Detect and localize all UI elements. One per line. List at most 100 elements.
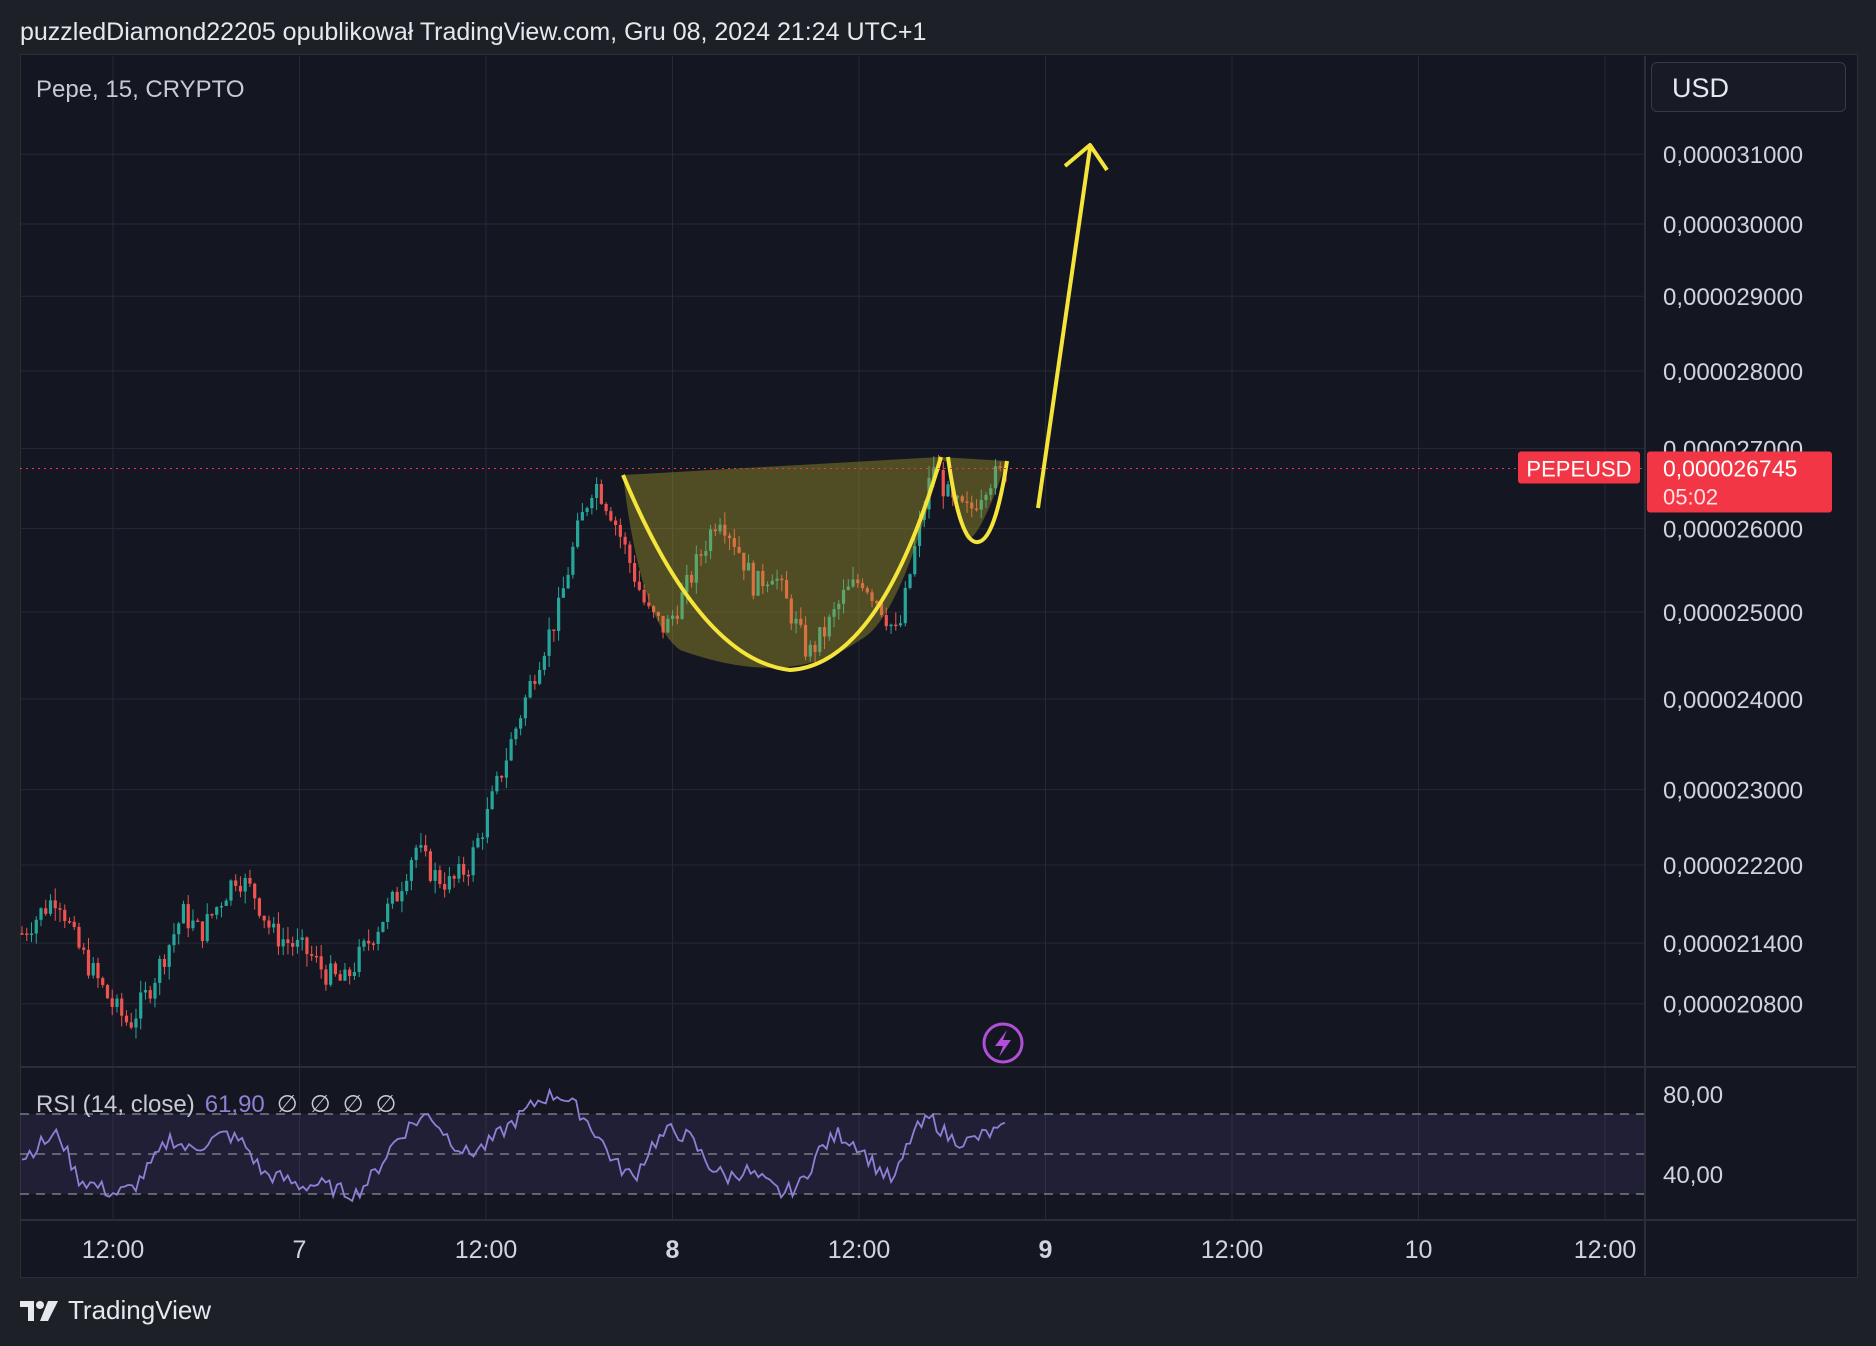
candle-body bbox=[751, 562, 755, 596]
candle-body bbox=[547, 629, 551, 656]
candle-body bbox=[637, 581, 641, 590]
time-tick-label: 12:00 bbox=[828, 1236, 891, 1264]
candle-body bbox=[623, 536, 627, 545]
candle-body bbox=[96, 962, 100, 979]
bolt-icon-glyph bbox=[995, 1030, 1011, 1057]
candle-body bbox=[229, 880, 233, 901]
candle-body bbox=[813, 644, 817, 652]
candle-body bbox=[946, 484, 950, 497]
candle-body bbox=[77, 926, 81, 948]
candle-body bbox=[191, 920, 195, 929]
footer-brand[interactable]: TradingView bbox=[20, 1295, 211, 1326]
candle-body bbox=[666, 618, 670, 633]
candle-body bbox=[272, 923, 276, 928]
candle-body bbox=[571, 546, 575, 575]
candle-body bbox=[295, 939, 300, 947]
time-tick-label: 12:00 bbox=[455, 1236, 518, 1264]
breakout-arrow-head bbox=[1063, 143, 1109, 172]
candle-body bbox=[105, 985, 110, 999]
candle-body bbox=[172, 934, 176, 946]
handle-curve bbox=[946, 456, 1009, 545]
candle-body bbox=[25, 933, 29, 935]
candle-body bbox=[689, 574, 694, 583]
candle-body bbox=[177, 923, 181, 935]
candle-body bbox=[447, 876, 451, 890]
candle-body bbox=[29, 933, 34, 936]
candle-body bbox=[761, 570, 765, 587]
rsi-null-1: ∅ bbox=[276, 1091, 298, 1118]
candle-body bbox=[53, 900, 57, 909]
candle-body bbox=[300, 937, 304, 940]
candle-body bbox=[566, 574, 570, 589]
candle-body bbox=[514, 728, 518, 740]
candle-body bbox=[158, 958, 162, 983]
candle-body bbox=[319, 956, 323, 970]
candle-body bbox=[632, 563, 637, 582]
price-tick-label: 0,000020800 bbox=[1663, 992, 1803, 1019]
candle-body bbox=[932, 467, 936, 478]
candle-body bbox=[91, 962, 95, 976]
candle-body bbox=[884, 615, 888, 627]
breakout-arrow-shaft bbox=[1036, 147, 1092, 509]
candle-body bbox=[970, 502, 974, 509]
rsi-title: RSI (14, close) bbox=[36, 1091, 195, 1118]
candle-body bbox=[438, 870, 442, 885]
chart-axes: 12:00 7 12:00 8 12:00 9 12:00 10 12:00 0,00003100… bbox=[20, 56, 1856, 1276]
rsi-legend[interactable]: RSI (14, close) 61,90 ∅ ∅ ∅ ∅ bbox=[36, 1090, 396, 1119]
candle-body bbox=[875, 601, 879, 604]
candle-body bbox=[509, 739, 513, 761]
price-tick-label: 0,000025000 bbox=[1663, 600, 1803, 627]
candle-body bbox=[72, 921, 76, 927]
candle-body bbox=[20, 933, 24, 935]
candle-body bbox=[400, 891, 404, 902]
candle-body bbox=[281, 939, 285, 947]
candle-body bbox=[542, 655, 546, 670]
candle-body bbox=[485, 808, 489, 838]
candle-body bbox=[329, 963, 333, 985]
price-tick-label: 0,000022200 bbox=[1663, 853, 1803, 880]
candle-body bbox=[124, 1015, 129, 1023]
candle-body bbox=[196, 920, 200, 923]
candle-body bbox=[580, 512, 584, 521]
candle-body bbox=[34, 919, 38, 934]
candle-body bbox=[533, 680, 537, 684]
candle-body bbox=[419, 845, 423, 848]
candle-body bbox=[338, 974, 342, 981]
candle-body bbox=[48, 900, 53, 914]
rsi-tick-label: 80,00 bbox=[1663, 1082, 1723, 1109]
time-tick-label: 7 bbox=[293, 1236, 307, 1264]
candle-body bbox=[267, 920, 271, 928]
candle-body bbox=[832, 609, 836, 617]
chart-frame[interactable] bbox=[20, 54, 1858, 1278]
candle-body bbox=[371, 943, 376, 945]
candle-body bbox=[367, 940, 371, 944]
candle-body bbox=[305, 937, 309, 955]
time-tick-label: 9 bbox=[1039, 1236, 1053, 1264]
candle-body bbox=[898, 623, 903, 626]
candle-body bbox=[409, 860, 414, 881]
candle-body bbox=[276, 923, 281, 947]
candle-body bbox=[153, 982, 157, 999]
candle-body bbox=[941, 470, 945, 497]
candle-body bbox=[205, 914, 209, 942]
candle-body bbox=[675, 615, 679, 619]
instrument-label[interactable]: Pepe, 15, CRYPTO bbox=[36, 76, 245, 103]
last-price-tag bbox=[1647, 451, 1832, 513]
candle-body bbox=[291, 943, 295, 947]
price-tick-label: 0,000029000 bbox=[1663, 284, 1803, 311]
candle-body bbox=[253, 883, 257, 899]
candle-body bbox=[780, 578, 784, 581]
candle-body bbox=[799, 618, 803, 625]
candle-body bbox=[576, 520, 580, 547]
candle-body bbox=[262, 915, 266, 921]
candle-body bbox=[63, 909, 67, 922]
time-tick-label: 10 bbox=[1405, 1236, 1433, 1264]
candle-body bbox=[984, 494, 988, 501]
symbol-tag bbox=[1518, 451, 1640, 484]
candle-body bbox=[770, 580, 774, 585]
candle-body bbox=[210, 914, 214, 916]
candle-body bbox=[718, 524, 722, 532]
currency-button[interactable]: USD bbox=[1651, 62, 1846, 112]
candle-body bbox=[784, 580, 789, 599]
